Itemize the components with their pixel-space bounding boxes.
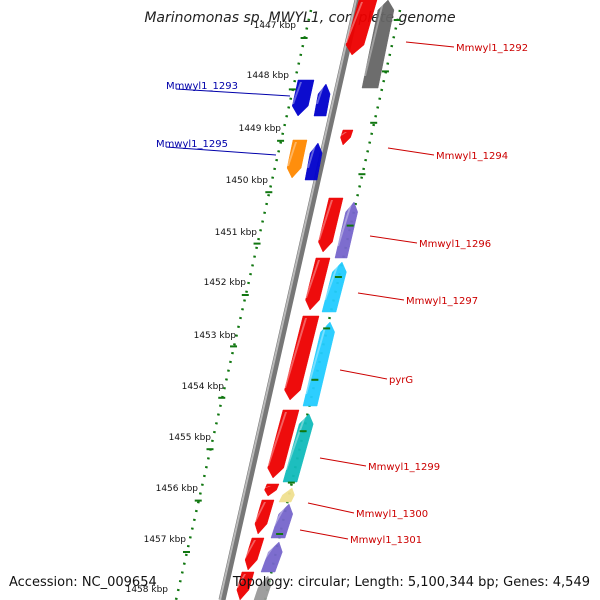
gene-label-leader: [357, 292, 405, 301]
gene-1296-purple: [334, 201, 358, 259]
accession-text: Accession: NC_009654: [9, 575, 157, 590]
gene-1293b-blue-shine: [316, 86, 324, 104]
gene-1303-red: [236, 571, 255, 600]
gene-1301-purple: [270, 503, 294, 539]
gene-1297-cyan-shine: [324, 264, 339, 300]
gene-1292-grey: [361, 0, 395, 89]
gene-label-right: Mmwyl1_1299: [368, 462, 440, 473]
gene-label-left: Mmwyl1_1293: [166, 81, 238, 92]
gene-1293-blue: [291, 79, 315, 117]
gene-1301-red: [254, 499, 275, 535]
gene-1301-red-shine: [254, 502, 266, 522]
gene-1296-purple-shine: [337, 204, 352, 246]
gene-1302-red: [244, 537, 265, 571]
gene-1300-yellow: [278, 487, 295, 503]
gene-1294-red: [340, 129, 354, 146]
gene-1297-red-shine: [305, 260, 320, 298]
scale-tick-label: 1455 kbp: [169, 433, 212, 443]
gene-1293b-blue: [313, 83, 331, 117]
scale-tick-label: 1457 kbp: [144, 535, 187, 545]
gene-label-left: Mmwyl1_1295: [156, 139, 228, 150]
gene-label-right: Mmwyl1_1294: [436, 151, 508, 162]
gene-1303-grey-shine: [256, 578, 266, 588]
gene-1292-grey-shine: [364, 2, 384, 76]
gene-1296-red: [318, 197, 344, 253]
gene-1295-orange: [286, 139, 308, 179]
gene-label-leader: [307, 502, 355, 514]
gene-label-right: pyrG: [389, 375, 413, 386]
gene-1299-red: [267, 409, 300, 479]
scale-tick-label: 1458 kbp: [126, 585, 169, 595]
scale-tick-label: 1456 kbp: [156, 484, 199, 494]
scale-tick-label: 1452 kbp: [204, 278, 247, 288]
gene-1303-red-shine: [236, 574, 246, 588]
gene-label-leader: [369, 235, 418, 244]
gene-1302-red-shine: [244, 540, 256, 558]
gene-label-leader: [165, 146, 277, 156]
gene-features: [236, 0, 395, 600]
gene-1292-red: [345, 0, 378, 56]
gene-1300-red-shine: [264, 486, 271, 488]
gene-1302-purple: [260, 541, 283, 573]
gene-pyrG-red-shine: [284, 318, 307, 388]
gene-1293-blue-shine: [292, 82, 302, 104]
gene-label-right: Mmwyl1_1297: [406, 296, 478, 307]
gene-label-leader: [387, 147, 435, 156]
scale-tick-label: 1447 kbp: [254, 21, 297, 31]
inner-dotted-line: [174, 9, 313, 600]
gene-label-leader: [299, 529, 349, 540]
gene-1299-red-shine: [267, 412, 287, 466]
gene-pyrG-red: [284, 315, 320, 401]
gene-1297-red: [305, 257, 331, 311]
gene-pyrG-cyan: [302, 321, 335, 407]
gene-1302-purple-shine: [263, 544, 276, 560]
genome-backbone: [218, 0, 362, 600]
gene-label-right: Mmwyl1_1296: [419, 239, 491, 250]
gene-1300-yellow-shine: [281, 490, 290, 493]
gene-1292-red-shine: [345, 2, 363, 43]
gene-1303-grey: [253, 575, 271, 600]
gene-labels: Mmwyl1_1293 Mmwyl1_1295 Mmwyl1_1292 Mmwyl1_…: [156, 41, 528, 546]
gene-1295b-blue-shine: [307, 145, 316, 168]
gene-label-leader: [175, 88, 291, 97]
gene-1295b-blue: [304, 142, 323, 181]
gene-1299-teal-shine: [285, 416, 306, 470]
gene-label-right: Mmwyl1_1300: [356, 509, 428, 520]
gene-1296-red-shine: [318, 200, 333, 240]
scale-ticks: 1447 kbp 1448 kbp 1449 kbp 1450 kbp 1451 kbp…: [126, 19, 401, 595]
topology-text: Topology: circular; Length: 5,100,344 bp…: [232, 575, 590, 590]
scale-tick-label: 1454 kbp: [182, 382, 225, 392]
gene-label-leader: [405, 41, 455, 48]
backbone-line: [218, 0, 362, 600]
gene-label-leader: [339, 369, 388, 380]
gene-label-leader: [319, 457, 367, 467]
backbone-highlight: [219, 0, 357, 600]
scale-tick-label: 1453 kbp: [194, 331, 237, 341]
gene-1295-orange-shine: [287, 142, 297, 166]
gene-label-right: Mmwyl1_1301: [350, 535, 422, 546]
scale-tick-label: 1451 kbp: [215, 228, 258, 238]
gene-1297-cyan: [321, 261, 347, 313]
gene-1294-red-shine: [340, 132, 347, 136]
gene-1300-red: [264, 483, 280, 497]
gene-1301-purple-shine: [273, 506, 286, 526]
scale-tick-label: 1448 kbp: [247, 71, 290, 81]
scale-tick-label: 1450 kbp: [226, 176, 269, 186]
gene-label-right: Mmwyl1_1292: [456, 43, 528, 54]
scale-tick-label: 1449 kbp: [239, 124, 282, 134]
gene-pyrG-cyan-shine: [305, 324, 327, 394]
